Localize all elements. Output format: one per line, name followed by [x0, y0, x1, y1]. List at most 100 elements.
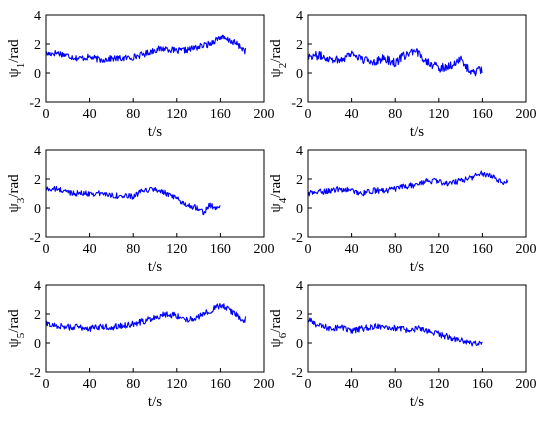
y-axis-label: ψ4/rad: [268, 174, 289, 213]
y-tick-label: 4: [34, 279, 41, 294]
x-tick-label: 0: [305, 242, 312, 257]
y-axis-label-subscript: 3: [15, 197, 27, 203]
x-tick-label: 40: [83, 242, 97, 257]
y-axis-label-subscript: 1: [15, 63, 27, 69]
x-tick-label: 160: [472, 242, 493, 257]
x-axis-label: t/s: [410, 259, 424, 275]
x-tick-label: 200: [254, 107, 275, 122]
x-tick-label: 0: [43, 242, 50, 257]
x-tick-label: 0: [43, 107, 50, 122]
series-line: [45, 185, 221, 216]
x-axis-label: t/s: [148, 259, 162, 275]
x-tick-label: 80: [388, 107, 402, 122]
x-axis-label: t/s: [148, 124, 162, 140]
x-tick-label: 200: [254, 377, 275, 392]
x-tick-label: 40: [345, 107, 359, 122]
y-tick-label: 2: [296, 173, 303, 188]
plot-frame: [45, 284, 265, 373]
y-tick-label: 0: [34, 337, 41, 352]
x-tick-label: 0: [43, 377, 50, 392]
x-tick-label: 80: [126, 107, 140, 122]
y-tick-label: 0: [34, 67, 41, 82]
y-axis-label-symbol: ψ: [268, 68, 284, 78]
x-tick-label: 200: [254, 242, 275, 257]
y-axis-label: ψ3/rad: [6, 174, 27, 213]
y-axis-label-unit: /rad: [268, 309, 284, 333]
x-tick-label: 80: [126, 242, 140, 257]
y-tick-label: -2: [29, 366, 41, 381]
x-tick-label: 80: [388, 377, 402, 392]
y-axis-label-subscript: 5: [15, 332, 27, 338]
x-tick-label: 40: [83, 107, 97, 122]
x-tick-label: 120: [428, 107, 449, 122]
y-tick-label: -2: [291, 366, 303, 381]
y-tick-label: -2: [291, 231, 303, 246]
x-tick-label: 160: [210, 107, 231, 122]
y-tick-label: 4: [296, 144, 303, 159]
x-tick-label: 200: [516, 107, 537, 122]
x-tick-label: 160: [210, 242, 231, 257]
plot-frame: [45, 149, 265, 238]
x-tick-label: 40: [345, 242, 359, 257]
x-tick-label: 200: [516, 242, 537, 257]
series-line: [307, 48, 483, 77]
x-tick-label: 0: [305, 107, 312, 122]
y-tick-label: 0: [296, 202, 303, 217]
x-tick-label: 200: [516, 377, 537, 392]
y-tick-label: 2: [34, 308, 41, 323]
x-tick-label: 40: [345, 377, 359, 392]
y-axis-label-unit: /rad: [268, 39, 284, 63]
y-tick-label: 4: [296, 9, 303, 24]
x-tick-label: 120: [166, 107, 187, 122]
x-tick-label: 80: [388, 242, 402, 257]
y-axis-label-symbol: ψ: [6, 338, 22, 348]
x-tick-label: 40: [83, 377, 97, 392]
y-axis-label: ψ2/rad: [268, 39, 289, 78]
series-line: [307, 317, 483, 347]
y-tick-label: 4: [296, 279, 303, 294]
y-axis-label: ψ6/rad: [268, 309, 289, 348]
y-axis-label-unit: /rad: [6, 39, 22, 63]
y-axis-label-symbol: ψ: [6, 203, 22, 213]
y-axis-label-unit: /rad: [6, 174, 22, 198]
y-axis-label: ψ5/rad: [6, 309, 27, 348]
y-axis-label-unit: /rad: [268, 174, 284, 198]
y-axis-label-symbol: ψ: [6, 68, 22, 78]
y-tick-label: 2: [34, 173, 41, 188]
y-tick-label: 0: [296, 337, 303, 352]
y-tick-label: -2: [291, 96, 303, 111]
x-axis-label: t/s: [410, 124, 424, 140]
x-tick-label: 160: [210, 377, 231, 392]
y-tick-label: 0: [296, 67, 303, 82]
y-tick-label: 2: [34, 38, 41, 53]
x-tick-label: 160: [472, 377, 493, 392]
y-axis-label-symbol: ψ: [268, 203, 284, 213]
y-axis-label-symbol: ψ: [268, 338, 284, 348]
x-tick-label: 160: [472, 107, 493, 122]
y-axis-label-subscript: 6: [277, 332, 289, 338]
x-tick-label: 120: [428, 242, 449, 257]
series-line: [45, 302, 247, 332]
y-tick-label: -2: [29, 96, 41, 111]
x-tick-label: 120: [166, 377, 187, 392]
x-tick-label: 0: [305, 377, 312, 392]
x-tick-label: 120: [166, 242, 187, 257]
plot-frame: [307, 14, 527, 103]
x-axis-label: t/s: [410, 394, 424, 410]
x-tick-label: 80: [126, 377, 140, 392]
y-axis-label-subscript: 2: [277, 63, 289, 69]
y-axis-label-subscript: 4: [277, 197, 289, 203]
y-axis-label-unit: /rad: [6, 309, 22, 333]
series-line: [307, 170, 509, 197]
plot-frame: [307, 149, 527, 238]
x-axis-label: t/s: [148, 394, 162, 410]
y-axis-label: ψ1/rad: [6, 39, 27, 78]
